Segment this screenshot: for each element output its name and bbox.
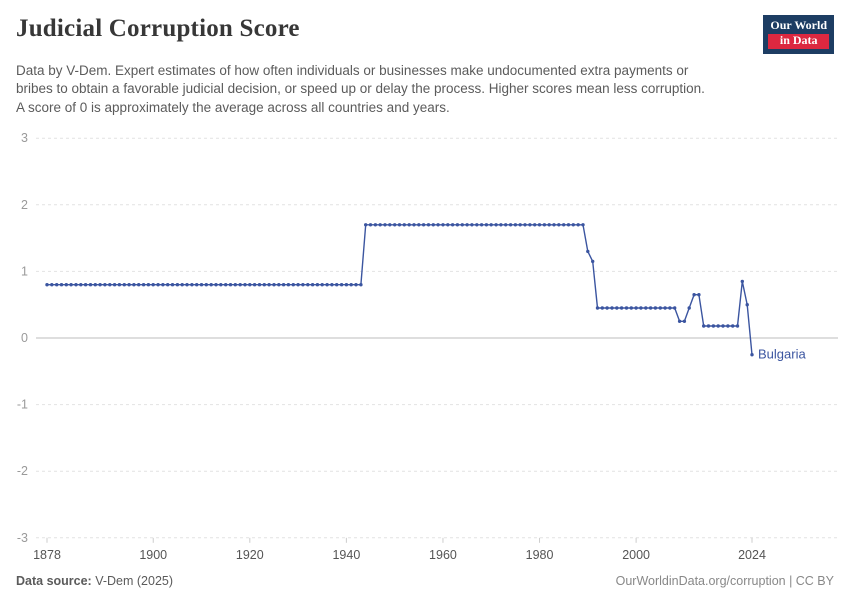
svg-text:3: 3 (21, 132, 28, 146)
svg-text:-2: -2 (17, 465, 28, 479)
svg-text:1960: 1960 (429, 548, 457, 562)
svg-text:2: 2 (21, 198, 28, 212)
x-axis-labels: 1878 1900 1920 1940 1960 1980 2000 2024 (33, 538, 766, 562)
svg-text:-1: -1 (17, 398, 28, 412)
footer-link[interactable]: OurWorldinData.org/corruption | CC BY (615, 574, 834, 588)
gridlines (36, 138, 838, 539)
svg-text:1940: 1940 (332, 548, 360, 562)
svg-text:2000: 2000 (622, 548, 650, 562)
y-axis-labels: 3 2 1 0 -1 -2 -3 (17, 132, 28, 546)
svg-text:1900: 1900 (139, 548, 167, 562)
svg-text:1: 1 (21, 265, 28, 279)
data-source: Data source: V-Dem (2025) (16, 574, 173, 588)
chart-canvas: 3 2 1 0 -1 -2 -3 1878 1900 1920 1940 1960 1980 2000 20… (17, 132, 838, 562)
svg-text:1980: 1980 (526, 548, 554, 562)
chart-footer: Data source: V-Dem (2025) OurWorldinData… (16, 574, 834, 588)
svg-text:1878: 1878 (33, 548, 61, 562)
chart-header: Judicial Corruption Score Our World in D… (0, 0, 850, 117)
chart-subtitle: Data by V-Dem. Expert estimates of how o… (16, 62, 705, 115)
owid-logo-text-top: Our World (770, 18, 827, 32)
series-line-bulgaria[interactable]: Bulgaria (45, 223, 806, 363)
owid-logo-text-bottom: in Data (768, 33, 829, 49)
svg-text:-3: -3 (17, 531, 28, 545)
data-source-label: Data source: (16, 574, 92, 588)
chart-title: Judicial Corruption Score (16, 15, 300, 42)
svg-text:1920: 1920 (236, 548, 264, 562)
svg-text:0: 0 (21, 331, 28, 345)
series-end-label[interactable]: Bulgaria (758, 347, 806, 362)
data-source-value: V-Dem (2025) (91, 574, 174, 588)
header-row: Judicial Corruption Score Our World in D… (16, 15, 834, 54)
svg-text:2024: 2024 (738, 548, 766, 562)
owid-logo[interactable]: Our World in Data (763, 15, 834, 54)
